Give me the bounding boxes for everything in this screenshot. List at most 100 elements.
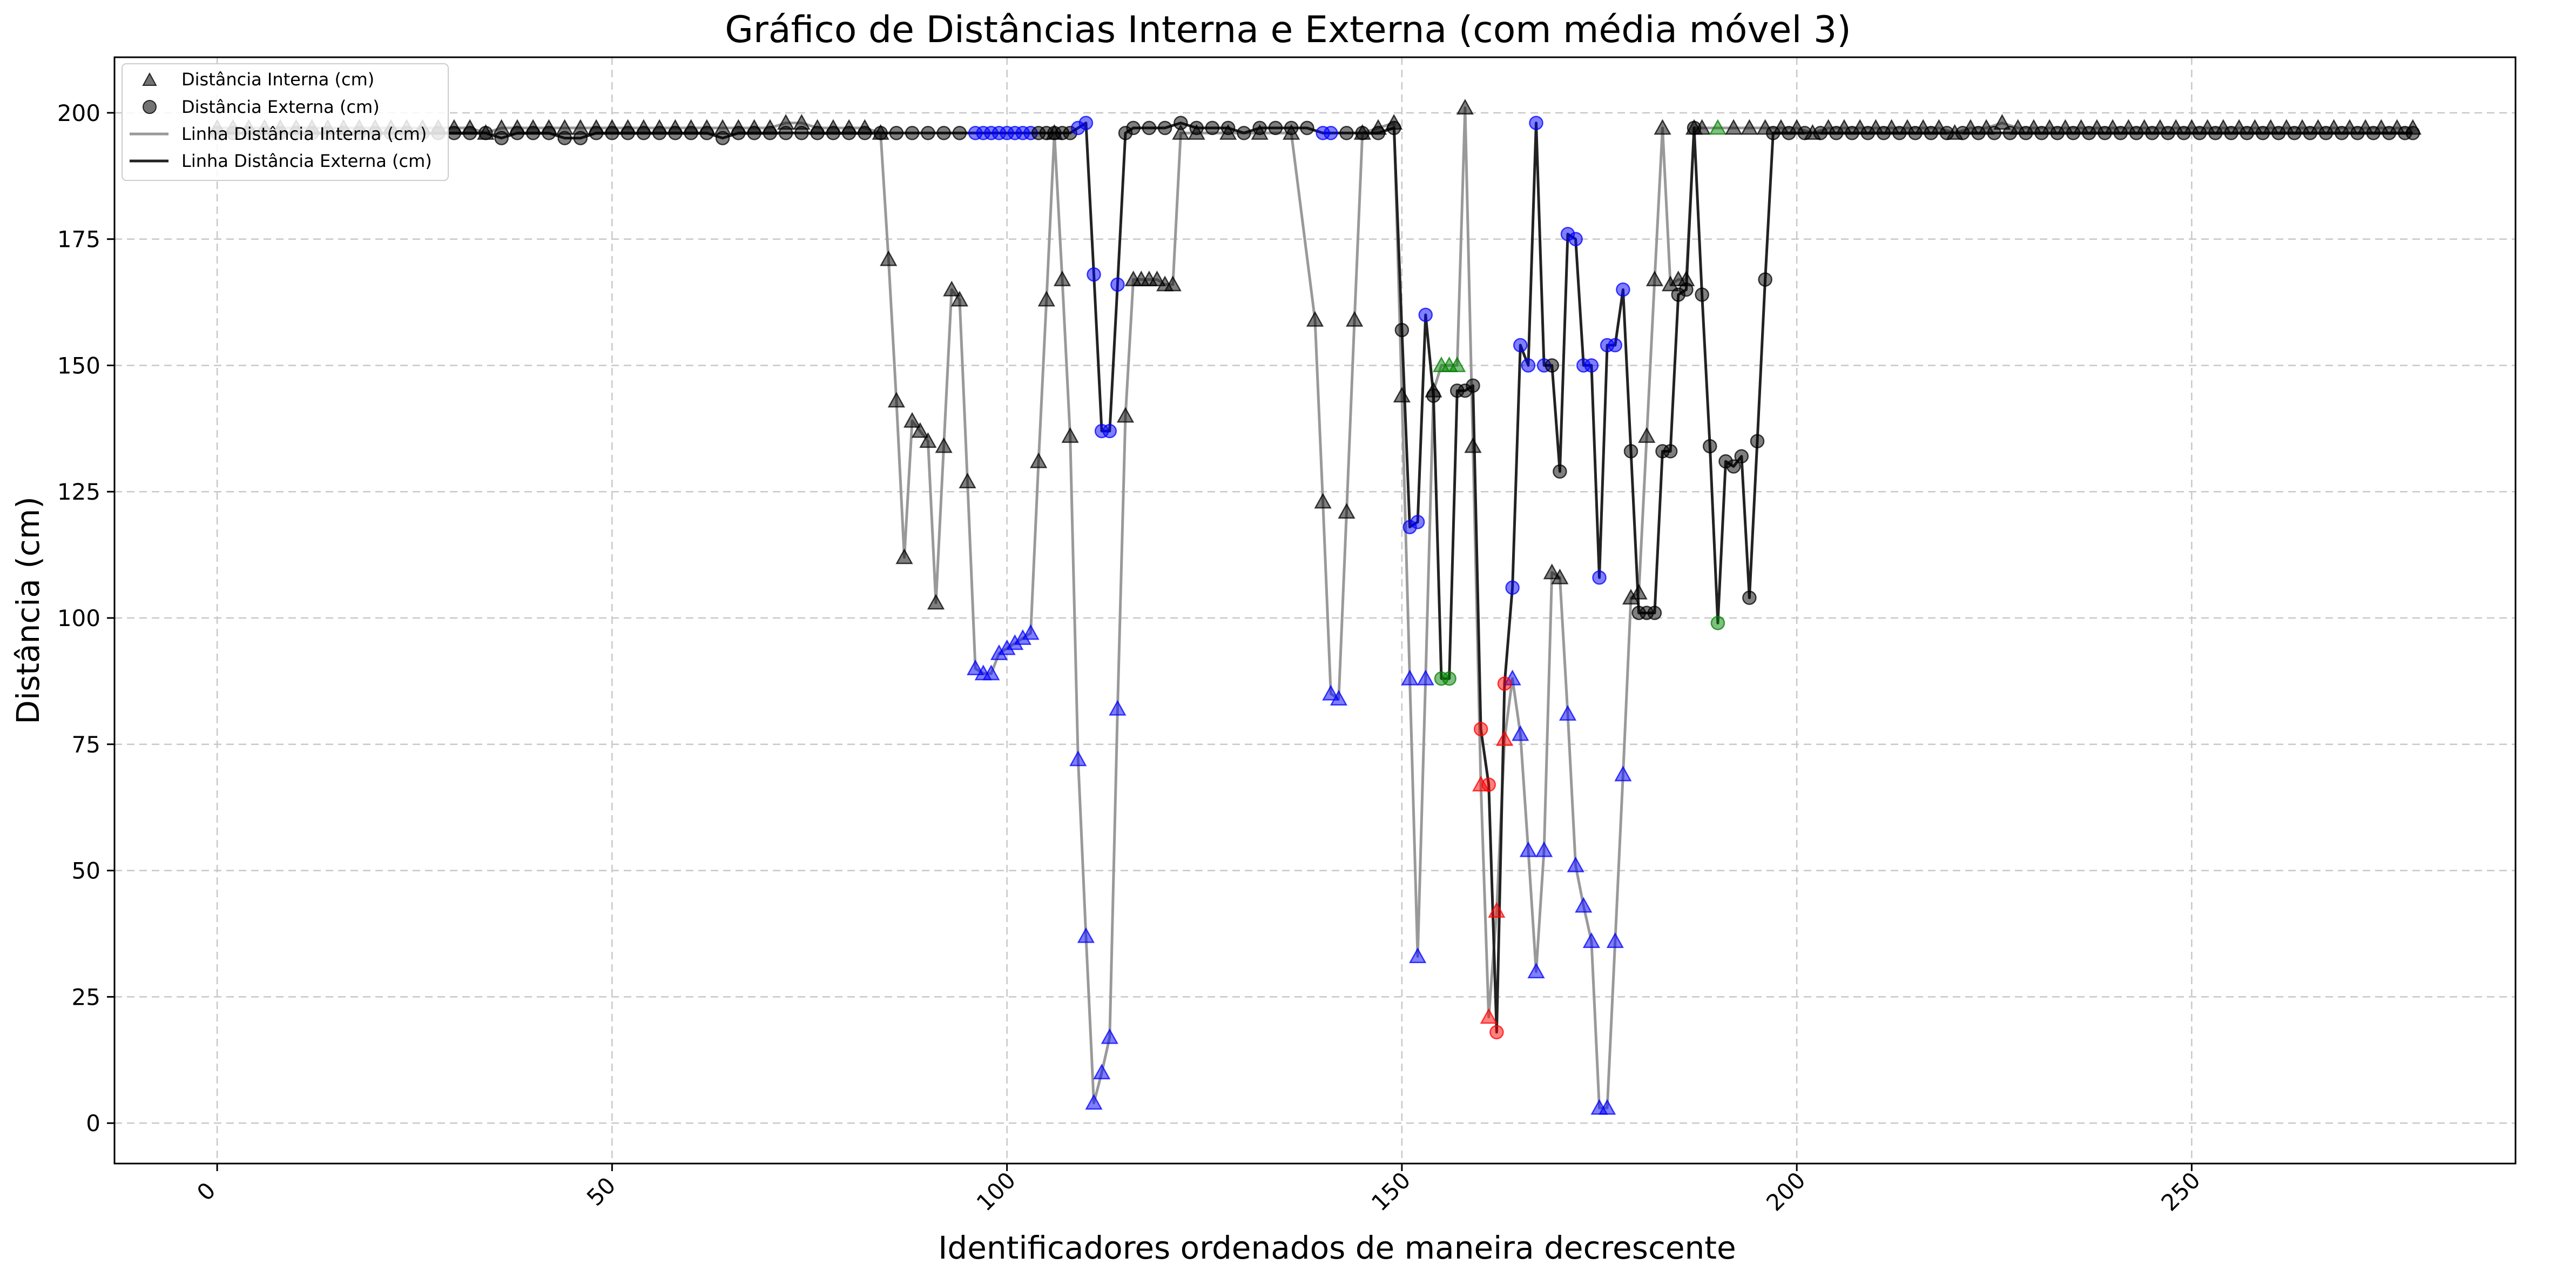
point-externa [573,131,588,145]
point-externa [1608,338,1622,353]
point-externa [2303,126,2317,140]
point-externa [1473,722,1488,737]
point-externa [1110,277,1125,292]
legend-item-linha-externa: Linha Distância Externa (cm) [130,151,432,171]
point-externa [1592,570,1607,585]
legend-label-linha-externa: Linha Distância Externa (cm) [181,151,432,171]
point-interna [1338,503,1356,519]
point-interna [887,392,905,408]
point-interna [1464,437,1482,453]
point-interna [1393,386,1411,403]
point-externa [731,126,746,140]
legend-item-externa: Distância Externa (cm) [143,97,380,117]
point-externa [605,126,619,140]
point-externa [652,126,667,140]
point-externa [889,126,904,140]
point-interna [1306,311,1324,327]
point-interna [1559,705,1577,721]
legend-triangle-icon [142,72,157,86]
point-interna [1409,947,1427,964]
point-interna [1567,856,1584,872]
point-externa [873,126,888,140]
point-interna [967,659,984,675]
point-interna [1172,124,1190,140]
point-interna [982,664,1000,681]
point-externa [1418,307,1433,322]
point-externa [794,126,809,140]
y-tick-label: 175 [57,226,100,253]
point-externa [1742,590,1757,605]
point-externa [1687,120,1702,136]
point-interna [1061,427,1079,443]
point-externa [1829,126,1844,140]
point-externa [2240,126,2254,140]
point-externa [1513,338,1528,353]
point-externa [1939,126,1954,140]
point-externa [1545,358,1559,373]
point-interna [1456,98,1474,115]
point-externa [1237,126,1251,140]
point-externa [1971,126,1986,140]
legend-label-externa: Distância Externa (cm) [181,97,380,117]
legend: Distância Interna (cm) Distância Externa… [122,63,449,181]
point-externa [1284,120,1299,136]
point-externa [858,126,872,140]
point-externa [2113,126,2128,140]
point-interna [911,422,929,438]
point-externa [1647,606,1662,620]
point-interna [1401,669,1419,685]
point-externa [525,126,541,140]
point-interna [1725,119,1743,135]
point-interna [1101,1028,1118,1044]
point-externa [621,126,635,140]
point-externa [542,126,556,140]
point-externa [462,126,477,140]
grid-layer [114,57,2516,1164]
point-externa [2098,126,2112,140]
point-externa [1126,120,1141,136]
point-externa [1189,120,1204,136]
point-externa [2287,126,2302,140]
point-externa [1955,126,1970,140]
point-externa [1924,126,1938,140]
point-interna [927,594,945,610]
point-externa [1584,358,1599,373]
point-externa [952,126,967,140]
point-interna [1709,119,1727,135]
point-interna [1116,407,1135,423]
point-externa [2050,126,2065,140]
point-externa [1553,464,1567,479]
point-externa [2161,126,2175,140]
point-interna [1543,563,1561,580]
point-interna [1495,730,1514,746]
point-externa [494,131,509,145]
point-externa [1679,282,1694,297]
point-externa [557,131,572,145]
point-interna [1077,927,1095,943]
point-externa [2034,126,2049,140]
point-externa [2366,126,2381,140]
legend-box [122,63,449,181]
point-interna [903,412,921,428]
point-externa [699,126,714,140]
point-interna [1741,119,1758,135]
point-interna [1993,113,2011,130]
legend-label-interna: Distância Interna (cm) [181,69,374,90]
point-externa [2350,126,2365,140]
point-externa [1892,126,1907,140]
point-interna [959,472,976,488]
point-interna [1606,932,1624,948]
point-interna [1654,119,1671,135]
point-externa [2208,126,2223,140]
point-externa [1726,459,1741,474]
point-externa [2318,126,2334,140]
point-externa [1695,287,1709,302]
point-externa [1442,671,1456,686]
point-externa [1497,676,1512,691]
point-interna [1093,1064,1111,1080]
point-externa [921,126,935,140]
point-interna [1535,841,1553,857]
point-interna [943,280,961,297]
point-externa [1300,120,1314,136]
point-externa [1797,126,1812,140]
